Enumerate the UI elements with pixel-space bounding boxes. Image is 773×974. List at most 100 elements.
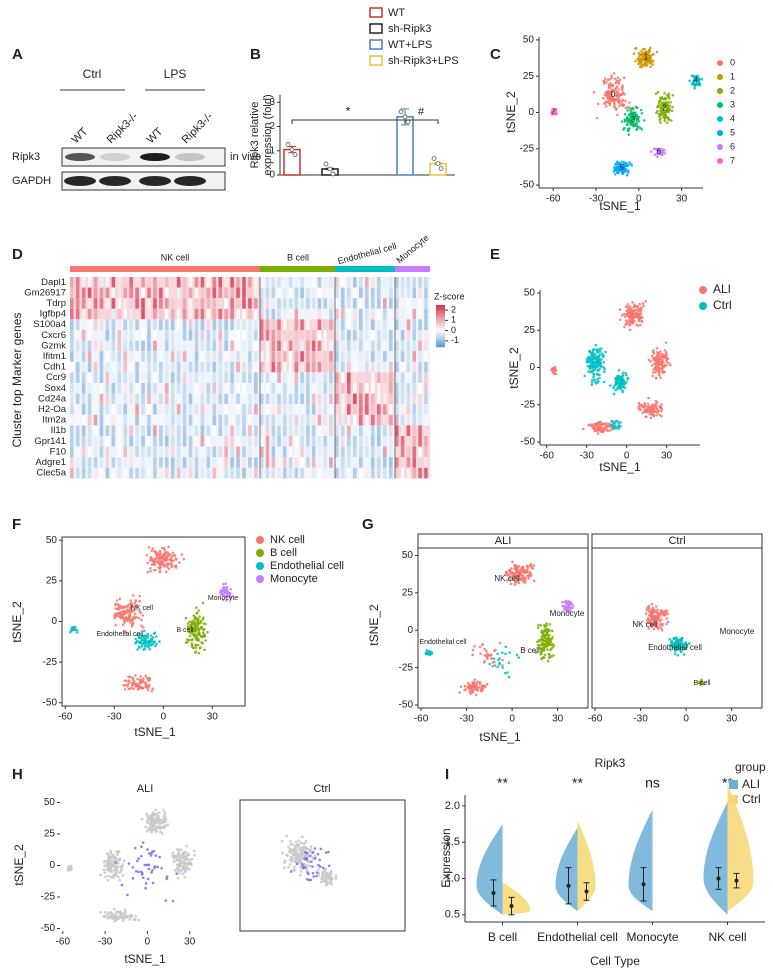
cell-point — [643, 58, 646, 62]
heat-cell — [341, 383, 345, 394]
cell-point — [623, 386, 627, 390]
heat-cell — [176, 361, 181, 373]
heat-cell — [418, 457, 422, 468]
cell-point — [318, 865, 322, 868]
heat-cell — [283, 319, 287, 330]
cell-point — [590, 358, 594, 361]
x-tick-label: 30 — [726, 714, 738, 725]
heat-cell — [260, 340, 264, 352]
heat-cell — [288, 446, 293, 458]
heat-cell — [248, 361, 252, 373]
cell-point — [424, 652, 428, 656]
heat-cell — [129, 393, 133, 405]
cell-point — [197, 632, 200, 635]
cell-point — [657, 613, 661, 617]
heat-cell — [317, 287, 322, 299]
cell-point — [322, 873, 325, 877]
heat-cell — [176, 446, 181, 458]
cell-point — [523, 577, 527, 581]
heat-cell — [170, 298, 175, 309]
cell-point — [671, 105, 674, 109]
cell-point — [654, 399, 658, 403]
cluster-label: Endothelial cell — [419, 639, 467, 646]
cluster-label: NK cell — [494, 574, 520, 583]
heat-cell — [306, 414, 310, 426]
cell-point — [545, 622, 548, 625]
cell-point — [309, 878, 313, 882]
heat-cell — [389, 287, 393, 299]
heat-cell — [371, 340, 375, 352]
cell-point — [645, 415, 648, 419]
heat-cell — [147, 425, 151, 436]
legend-label: Monocyte — [270, 573, 318, 585]
heat-cell — [294, 372, 299, 383]
cell-point — [532, 564, 536, 567]
mean-point — [491, 890, 496, 895]
heat-cell — [283, 340, 287, 352]
heat-cell — [242, 393, 246, 405]
heat-cell — [271, 277, 275, 288]
heat-cell — [129, 287, 133, 299]
cell-point — [696, 74, 699, 78]
cell-point — [304, 863, 308, 867]
cluster-label: 7 — [551, 108, 556, 117]
cell-point — [165, 877, 168, 881]
cell-point — [299, 841, 303, 845]
cell-point — [326, 875, 329, 879]
cell-point — [289, 839, 292, 843]
cell-point — [139, 624, 143, 628]
heat-cell — [194, 287, 199, 299]
panel-letter: D — [12, 246, 23, 263]
cell-point — [178, 868, 182, 872]
cell-point — [651, 374, 655, 378]
cell-point — [650, 413, 654, 416]
cell-point — [137, 616, 141, 620]
cell-point — [119, 910, 123, 914]
heat-cell — [418, 446, 422, 458]
heat-cell — [335, 457, 339, 468]
cell-point — [136, 633, 139, 637]
heat-cell — [260, 393, 264, 405]
cell-point — [631, 301, 634, 304]
cell-point — [660, 362, 663, 365]
heat-cell — [254, 436, 258, 447]
cell-point — [682, 653, 686, 656]
cell-point — [621, 389, 624, 392]
heat-cell — [141, 446, 145, 458]
cell-point — [164, 550, 168, 554]
cell-point — [177, 851, 180, 855]
heat-cell — [335, 436, 339, 447]
heat-cell — [311, 436, 316, 447]
heat-cell — [111, 340, 116, 352]
heat-cell — [400, 414, 405, 426]
heat-cell — [347, 404, 351, 415]
heat-cell — [206, 457, 211, 468]
x-tick-label: -60 — [588, 714, 603, 725]
cell-point — [162, 826, 166, 830]
legend-dot — [717, 74, 723, 80]
cell-point — [126, 608, 129, 611]
heat-cell — [182, 361, 187, 373]
heat-cell — [200, 361, 205, 373]
cell-point — [660, 628, 664, 632]
cell-point — [658, 405, 661, 408]
replicate-dot — [435, 161, 441, 167]
heat-cell — [206, 404, 211, 415]
cell-point — [651, 408, 654, 412]
heat-cell — [141, 404, 145, 415]
cell-point — [315, 871, 319, 874]
cell-point — [631, 117, 635, 121]
cell-point — [602, 360, 606, 364]
heat-cell — [159, 383, 163, 394]
heat-cell — [406, 446, 411, 458]
heat-cell — [365, 393, 369, 405]
colorbar-step — [436, 317, 445, 320]
cell-point — [147, 679, 150, 682]
cell-point — [147, 546, 151, 549]
cell-point — [144, 674, 147, 678]
cell-point — [622, 76, 626, 80]
cell-point — [129, 686, 133, 690]
heat-cell — [176, 287, 181, 299]
heat-cell — [105, 414, 110, 426]
heat-cell — [283, 298, 287, 309]
